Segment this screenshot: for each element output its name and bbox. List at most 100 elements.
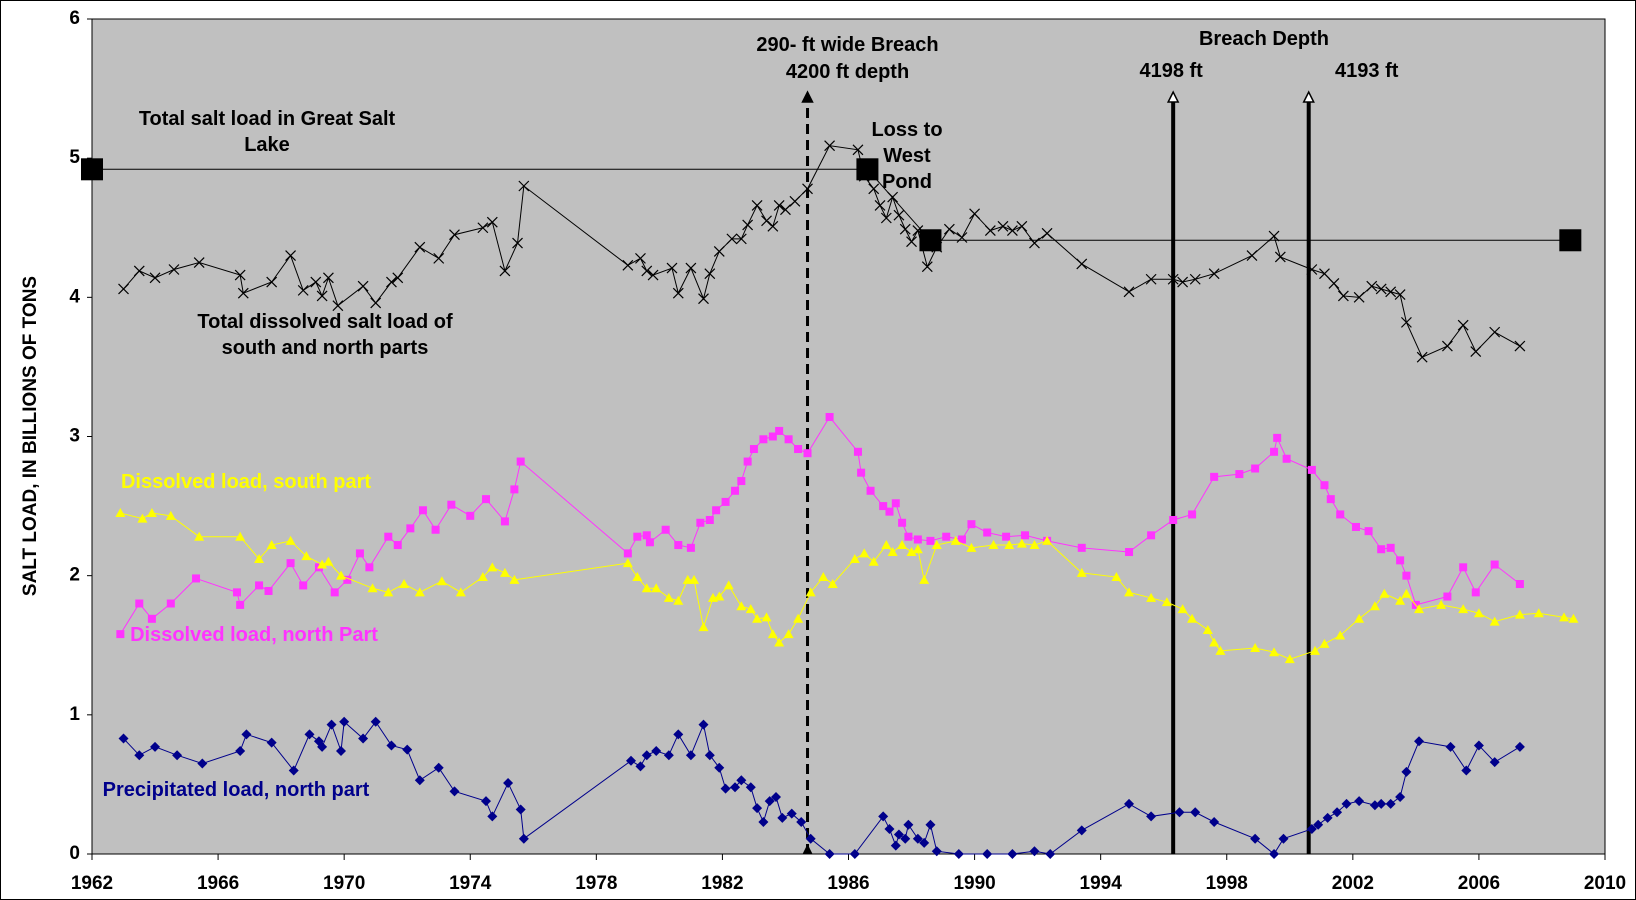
marker [431, 525, 440, 534]
marker [455, 587, 466, 597]
marker [418, 506, 427, 515]
marker [743, 457, 752, 466]
marker [1459, 563, 1468, 572]
marker [118, 733, 129, 744]
marker [685, 750, 696, 761]
marker [386, 740, 397, 751]
marker [358, 733, 369, 744]
marker [254, 553, 265, 563]
marker [912, 833, 923, 844]
marker [853, 447, 862, 456]
marker [384, 532, 393, 541]
marker [651, 583, 662, 593]
marker [370, 716, 381, 727]
marker [234, 269, 246, 281]
marker [133, 265, 145, 277]
marker [402, 744, 413, 755]
marker [194, 531, 205, 541]
marker [1354, 613, 1365, 623]
marker [698, 293, 709, 305]
y-tick-label: 1 [69, 704, 80, 725]
marker [1473, 608, 1484, 618]
marker [1471, 588, 1480, 597]
y-tick-label: 6 [69, 8, 80, 29]
x-tick-label: 1978 [575, 873, 617, 894]
series-label: Dissolved load, north Part [130, 624, 378, 646]
marker [898, 518, 907, 527]
marker [1326, 495, 1335, 504]
marker [689, 574, 700, 584]
marker [774, 637, 785, 647]
marker [1251, 464, 1260, 473]
marker [367, 583, 378, 593]
x-tick-label: 1970 [323, 873, 365, 894]
marker [235, 531, 246, 541]
marker [887, 191, 899, 203]
marker [1473, 740, 1484, 751]
marker [1332, 807, 1343, 818]
marker [904, 532, 913, 541]
y-tick-label: 2 [69, 565, 80, 586]
marker [1395, 595, 1406, 605]
marker [794, 445, 803, 454]
marker [137, 513, 148, 523]
marker [704, 268, 716, 280]
marker [632, 572, 643, 582]
y-tick-label: 0 [69, 843, 80, 864]
marker [953, 849, 964, 859]
marker [515, 804, 526, 815]
event-arrow [802, 844, 813, 854]
marker [1235, 470, 1244, 479]
marker [859, 548, 870, 558]
marker [720, 783, 731, 794]
annotation: Loss to West Pond [871, 119, 943, 193]
marker [925, 819, 936, 830]
marker [967, 520, 976, 529]
marker [1076, 567, 1087, 577]
marker [193, 257, 205, 268]
marker [1021, 531, 1030, 540]
marker [745, 604, 756, 614]
marker [232, 588, 241, 597]
x-tick-label: 1990 [953, 873, 995, 894]
marker [499, 265, 511, 277]
marker [698, 622, 709, 632]
marker [1441, 340, 1453, 352]
marker [486, 216, 498, 228]
marker [645, 538, 654, 547]
marker [436, 576, 447, 586]
marker [1377, 545, 1386, 554]
marker [1322, 812, 1333, 823]
marker [1310, 645, 1321, 655]
marker [336, 746, 347, 757]
marker [777, 812, 788, 823]
marker [759, 435, 768, 444]
marker [1401, 766, 1412, 777]
marker [752, 613, 763, 623]
marker [414, 587, 425, 597]
marker [310, 276, 322, 288]
marker [236, 600, 245, 609]
marker [399, 579, 410, 589]
marker [673, 729, 684, 740]
marker [767, 629, 778, 639]
y-tick-label: 3 [69, 426, 80, 447]
marker [1177, 276, 1189, 288]
marker [879, 502, 888, 511]
marker [1306, 823, 1317, 834]
marker [1167, 273, 1179, 285]
marker [357, 280, 369, 292]
marker [983, 528, 992, 537]
marker [1319, 638, 1330, 648]
marker [775, 426, 784, 435]
marker [849, 849, 860, 859]
marker [805, 833, 816, 844]
marker [698, 719, 709, 730]
marker [500, 517, 509, 526]
marker [1111, 572, 1122, 582]
marker [449, 229, 460, 241]
marker [1208, 268, 1220, 280]
marker [1002, 532, 1011, 541]
marker [1269, 849, 1280, 859]
marker [165, 510, 176, 520]
